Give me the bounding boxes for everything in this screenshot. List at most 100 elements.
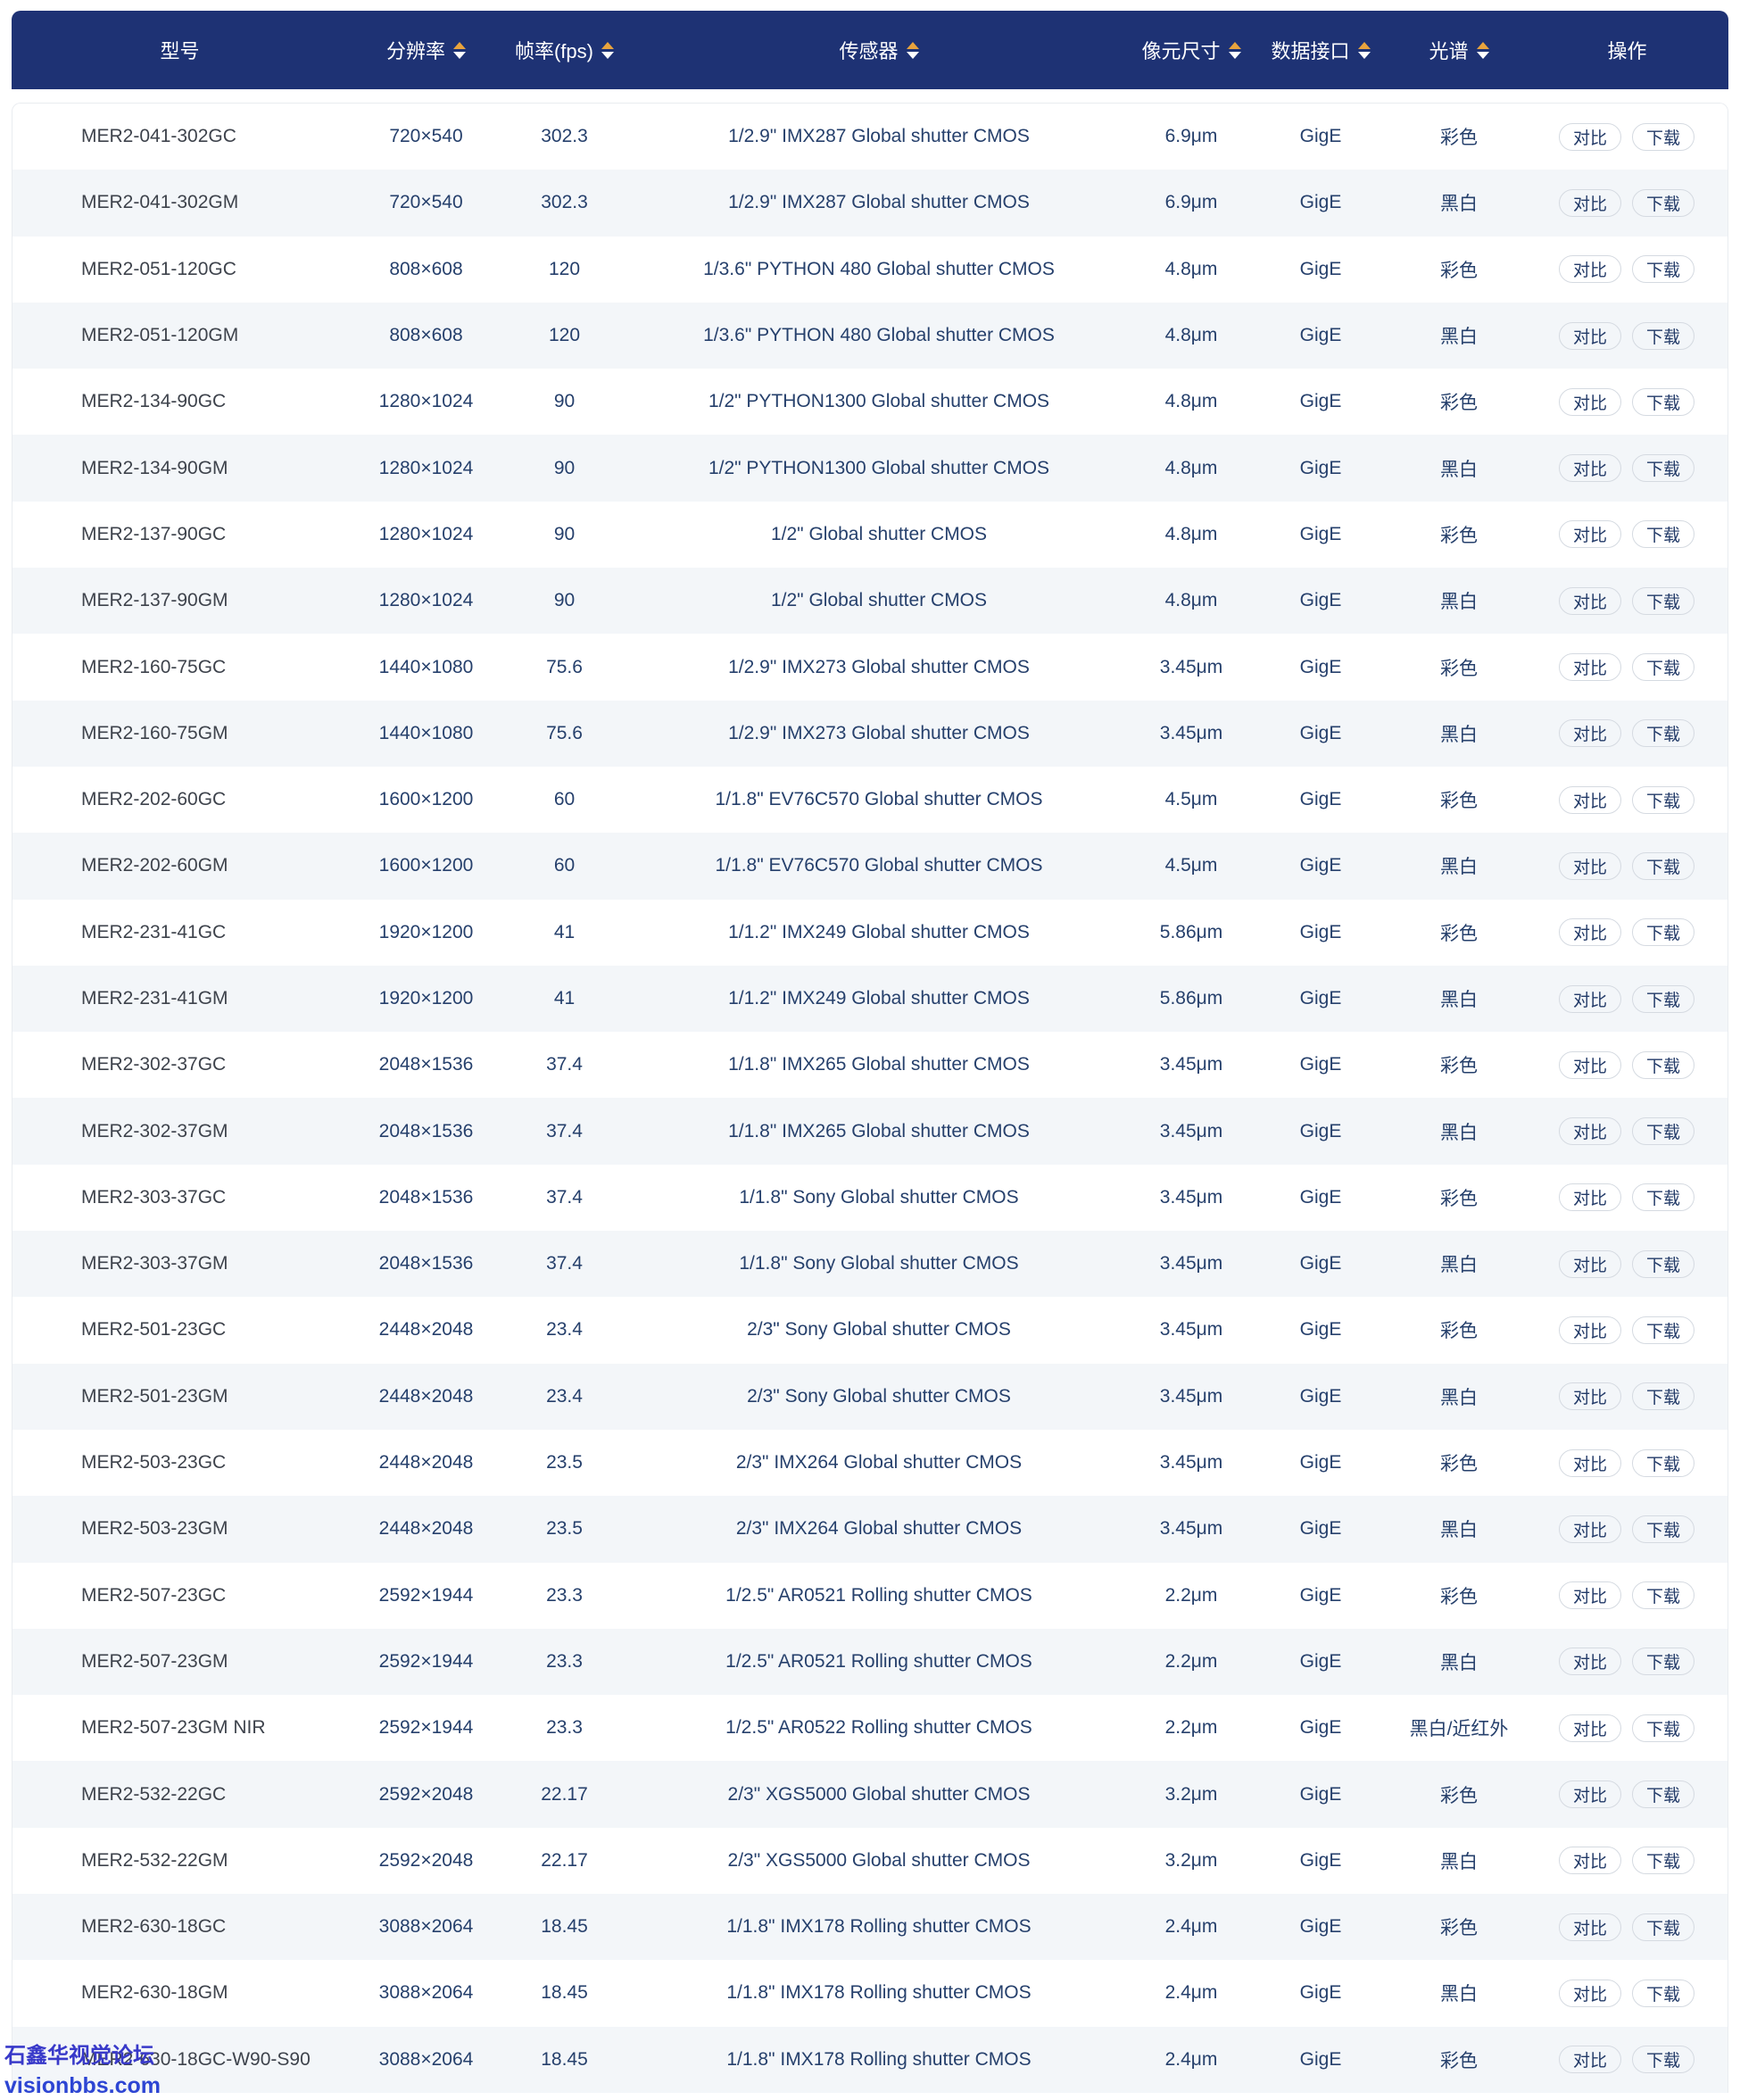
- sort-icon[interactable]: [1228, 41, 1241, 59]
- resolution-cell: 1920×1200: [378, 988, 474, 1008]
- pixel-size-cell: 3.45μm: [1159, 1385, 1223, 1407]
- download-button[interactable]: 下载: [1632, 520, 1695, 549]
- compare-button[interactable]: 对比: [1558, 1714, 1621, 1742]
- spectrum-cell: 彩色: [1440, 1785, 1478, 1806]
- sensor-cell: 2/3" Sony Global shutter CMOS: [747, 1385, 1011, 1407]
- interface-cell: GigE: [1299, 1452, 1342, 1473]
- sort-icon[interactable]: [906, 41, 919, 59]
- download-button[interactable]: 下载: [1632, 785, 1695, 814]
- compare-button[interactable]: 对比: [1558, 1382, 1621, 1411]
- download-button[interactable]: 下载: [1632, 1979, 1695, 2007]
- compare-button[interactable]: 对比: [1558, 1249, 1621, 1278]
- compare-button[interactable]: 对比: [1558, 586, 1621, 615]
- actions-cell: 对比 下载: [1526, 1913, 1728, 1941]
- download-button[interactable]: 下载: [1632, 1050, 1695, 1079]
- compare-button[interactable]: 对比: [1558, 1515, 1621, 1543]
- framerate-cell: 41: [553, 988, 576, 1008]
- sensor-cell: 1/2.9" IMX287 Global shutter CMOS: [728, 126, 1030, 147]
- column-header-framerate[interactable]: 帧率(fps): [504, 36, 625, 64]
- download-button[interactable]: 下载: [1632, 1780, 1695, 1809]
- column-header-sensor[interactable]: 传感器: [625, 36, 1133, 64]
- compare-button[interactable]: 对比: [1558, 1183, 1621, 1212]
- compare-button[interactable]: 对比: [1558, 520, 1621, 549]
- download-button[interactable]: 下载: [1632, 255, 1695, 284]
- download-button[interactable]: 下载: [1632, 1913, 1695, 1941]
- pixel-size-cell: 3.45μm: [1159, 1054, 1223, 1075]
- compare-button[interactable]: 对比: [1558, 1913, 1621, 1941]
- download-button[interactable]: 下载: [1632, 2046, 1695, 2074]
- sensor-cell: 2/3" IMX264 Global shutter CMOS: [735, 1518, 1023, 1540]
- framerate-cell: 23.4: [546, 1385, 583, 1407]
- compare-button[interactable]: 对比: [1558, 1050, 1621, 1079]
- compare-button[interactable]: 对比: [1558, 1117, 1621, 1146]
- compare-button[interactable]: 对比: [1558, 387, 1621, 416]
- download-button[interactable]: 下载: [1632, 387, 1695, 416]
- download-button[interactable]: 下载: [1632, 1648, 1695, 1676]
- column-header-pixel-size[interactable]: 像元尺寸: [1133, 36, 1249, 64]
- compare-button[interactable]: 对比: [1558, 1648, 1621, 1676]
- compare-button[interactable]: 对比: [1558, 1581, 1621, 1610]
- download-button[interactable]: 下载: [1632, 719, 1695, 748]
- compare-button[interactable]: 对比: [1558, 2046, 1621, 2074]
- compare-button[interactable]: 对比: [1558, 255, 1621, 284]
- framerate-cell: 120: [548, 325, 581, 346]
- download-button[interactable]: 下载: [1632, 1117, 1695, 1146]
- download-button[interactable]: 下载: [1632, 984, 1695, 1013]
- interface-cell: GigE: [1299, 855, 1342, 876]
- compare-button[interactable]: 对比: [1558, 984, 1621, 1013]
- model-cell: MER2-630-18GC-W90-S90: [81, 2048, 311, 2070]
- download-button[interactable]: 下载: [1632, 586, 1695, 615]
- interface-cell: GigE: [1299, 656, 1342, 677]
- column-header-interface[interactable]: 数据接口: [1249, 36, 1392, 64]
- framerate-cell: 37.4: [546, 1054, 583, 1075]
- download-button[interactable]: 下载: [1632, 1316, 1695, 1344]
- download-button[interactable]: 下载: [1632, 1714, 1695, 1742]
- download-button[interactable]: 下载: [1632, 851, 1695, 880]
- sort-icon[interactable]: [453, 41, 466, 59]
- compare-button[interactable]: 对比: [1558, 719, 1621, 748]
- download-button[interactable]: 下载: [1632, 653, 1695, 682]
- compare-button[interactable]: 对比: [1558, 1316, 1621, 1344]
- compare-button[interactable]: 对比: [1558, 653, 1621, 682]
- model-cell: MER2-202-60GC: [81, 789, 227, 810]
- sort-icon[interactable]: [1476, 41, 1489, 59]
- table-row: MER2-051-120GM 808×608 120 1/3.6" PYTHON 48…: [12, 302, 1728, 369]
- compare-button[interactable]: 对比: [1558, 785, 1621, 814]
- compare-button[interactable]: 对比: [1558, 321, 1621, 350]
- table-row: MER2-532-22GM 2592×2048 22.17 2/3" XGS5000 …: [12, 1827, 1728, 1895]
- compare-button[interactable]: 对比: [1558, 1448, 1621, 1477]
- model-cell: MER2-503-23GC: [81, 1452, 227, 1473]
- download-button[interactable]: 下载: [1632, 321, 1695, 350]
- download-button[interactable]: 下载: [1632, 1448, 1695, 1477]
- compare-button[interactable]: 对比: [1558, 188, 1621, 217]
- download-button[interactable]: 下载: [1632, 122, 1695, 151]
- download-button[interactable]: 下载: [1632, 188, 1695, 217]
- compare-button[interactable]: 对比: [1558, 918, 1621, 947]
- download-button[interactable]: 下载: [1632, 1515, 1695, 1543]
- compare-button[interactable]: 对比: [1558, 1979, 1621, 2007]
- compare-button[interactable]: 对比: [1558, 1780, 1621, 1809]
- compare-button[interactable]: 对比: [1558, 851, 1621, 880]
- table-row: MER2-231-41GM 1920×1200 41 1/1.2" IMX249 Gl…: [12, 965, 1728, 1033]
- download-button[interactable]: 下载: [1632, 454, 1695, 483]
- column-header-resolution[interactable]: 分辨率: [348, 36, 504, 64]
- model-cell: MER2-051-120GM: [81, 325, 239, 346]
- compare-button[interactable]: 对比: [1558, 1847, 1621, 1875]
- table-row: MER2-051-120GC 808×608 120 1/3.6" PYTHON 48…: [12, 236, 1728, 303]
- table-row: MER2-303-37GM 2048×1536 37.4 1/1.8" Sony Gl…: [12, 1231, 1728, 1298]
- sort-icon[interactable]: [1357, 41, 1371, 59]
- table-row: MER2-302-37GM 2048×1536 37.4 1/1.8" IMX265 …: [12, 1098, 1728, 1165]
- download-button[interactable]: 下载: [1632, 1249, 1695, 1278]
- download-button[interactable]: 下载: [1632, 1581, 1695, 1610]
- sensor-cell: 1/2" Global shutter CMOS: [770, 590, 988, 611]
- sort-icon[interactable]: [601, 41, 614, 59]
- compare-button[interactable]: 对比: [1558, 454, 1621, 483]
- download-button[interactable]: 下载: [1632, 1183, 1695, 1212]
- resolution-cell: 2048×1536: [378, 1054, 474, 1075]
- table-row: MER2-137-90GM 1280×1024 90 1/2" Global shut…: [12, 568, 1728, 635]
- download-button[interactable]: 下载: [1632, 1382, 1695, 1411]
- column-header-spectrum[interactable]: 光谱: [1392, 36, 1526, 64]
- download-button[interactable]: 下载: [1632, 1847, 1695, 1875]
- download-button[interactable]: 下载: [1632, 918, 1695, 947]
- compare-button[interactable]: 对比: [1558, 122, 1621, 151]
